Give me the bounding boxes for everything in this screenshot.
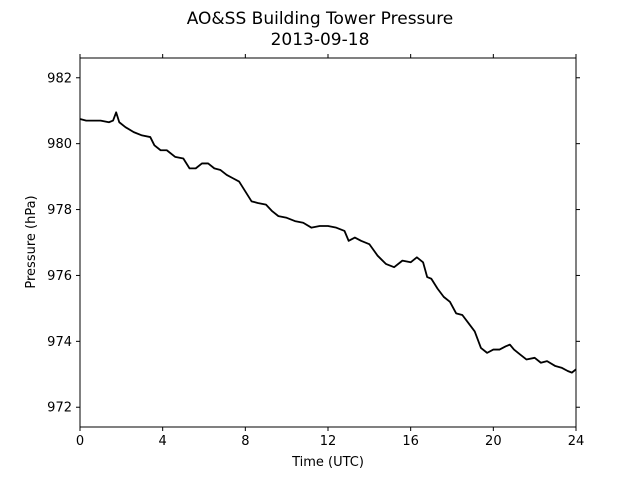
x-tick-label: 20 (485, 434, 502, 449)
chart-subtitle: 2013-09-18 (271, 30, 370, 50)
x-tick-label: 4 (159, 434, 167, 449)
x-axis-ticks: 0 4 8 12 16 20 24 (76, 54, 584, 449)
x-tick-label: 16 (402, 434, 419, 449)
y-tick-label: 974 (47, 335, 72, 350)
y-tick-label: 978 (47, 203, 72, 218)
x-tick-label: 12 (320, 434, 337, 449)
y-axis-ticks: 972 974 976 978 980 982 (47, 71, 580, 416)
plot-area-frame (79, 57, 577, 428)
x-axis-label: Time (UTC) (291, 455, 364, 470)
y-tick-label: 980 (47, 137, 72, 152)
x-tick-label: 0 (76, 434, 84, 449)
y-tick-label: 982 (47, 71, 72, 86)
pressure-series-line (79, 111, 577, 374)
x-tick-label: 8 (241, 434, 249, 449)
y-tick-label: 972 (47, 401, 72, 416)
y-tick-label: 976 (47, 269, 72, 284)
x-tick-label: 24 (568, 434, 585, 449)
chart-title: AO&SS Building Tower Pressure (187, 9, 454, 29)
y-axis-label: Pressure (hPa) (24, 195, 39, 288)
